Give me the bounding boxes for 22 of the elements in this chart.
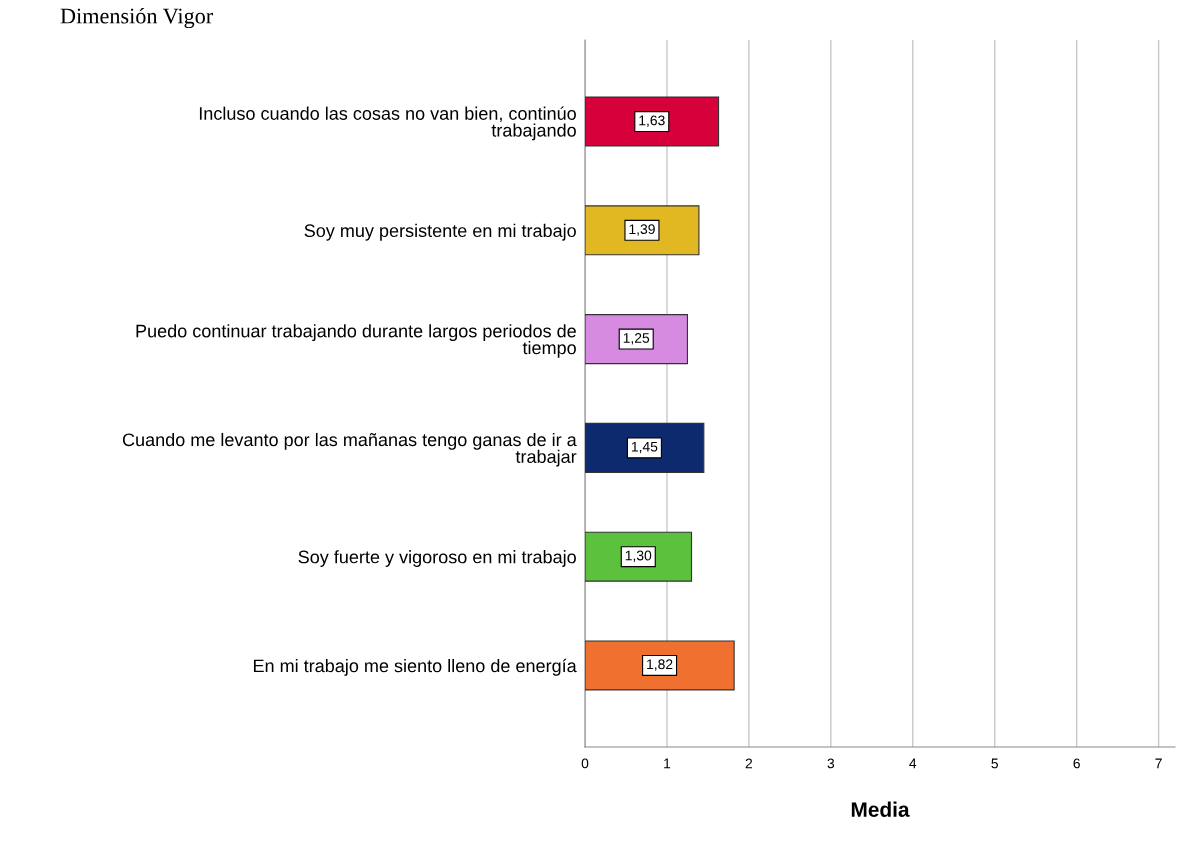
x-tick-label: 2 — [745, 758, 753, 769]
y-tick-label: Soy muy persistente en mi trabajo — [304, 223, 576, 241]
y-tick-label: En mi trabajo me siento lleno de energía — [253, 658, 577, 676]
x-tick-label: 1 — [664, 758, 671, 769]
y-tick-label: Incluso cuando las cosas no van bien, continúo trabajando — [199, 106, 576, 141]
x-tick-label: 7 — [1155, 758, 1162, 769]
data-label: 1,39 — [629, 224, 655, 236]
x-tick-label: 3 — [827, 758, 835, 769]
data-label: 1,63 — [639, 115, 665, 127]
text: Dimensión Vigor — [60, 7, 214, 29]
x-tick-label: 0 — [581, 758, 589, 769]
x-axis-title: Media — [851, 801, 910, 817]
data-label: 1,30 — [625, 550, 652, 563]
x-tick-label: 5 — [991, 758, 998, 769]
x-tick-label: 6 — [1073, 758, 1080, 769]
y-tick-label: Soy fuerte y vigoroso en mi trabajo — [298, 550, 576, 567]
data-label: 1,82 — [647, 659, 673, 671]
data-label: 1,45 — [631, 441, 658, 454]
y-tick-label: Puedo continuar trabajando durante largos periodos de tiempo — [136, 324, 576, 358]
x-tick-label: 4 — [909, 758, 917, 769]
data-label: 1,25 — [623, 333, 650, 345]
y-tick-label: Cuando me levanto por las mañanas tengo ganas de ir a trabajar — [122, 432, 577, 467]
